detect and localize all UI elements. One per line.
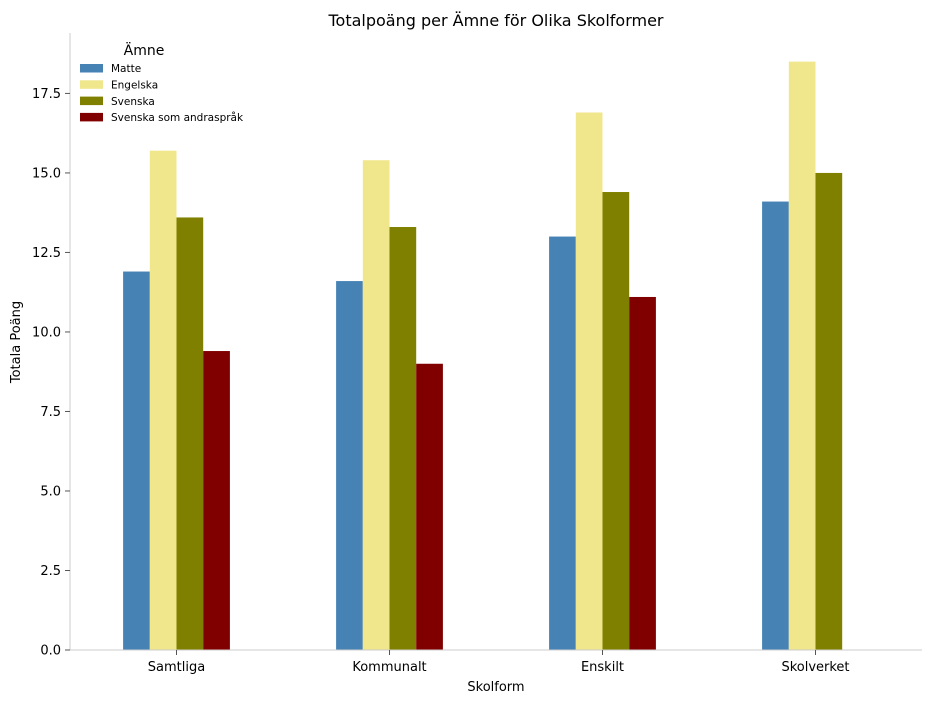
legend-label: Engelska (111, 80, 158, 92)
x-tick-label: Samtliga (148, 660, 205, 675)
x-tick-label: Skolverket (781, 660, 849, 675)
bar-matte-samtliga (123, 271, 150, 650)
x-ticks: Samtliga Kommunalt Enskilt Skolverket (148, 650, 850, 675)
bar-engelska-kommunalt (362, 160, 390, 650)
bar-matte-kommunalt (336, 281, 363, 650)
bar-svenska-kommunalt (389, 227, 417, 650)
bars-group (123, 61, 843, 651)
bar-engelska-samtliga (149, 150, 177, 650)
x-axis-label: Skolform (467, 680, 524, 695)
bar-matte-skolverket (762, 201, 789, 650)
y-tick-label: 2.5 (40, 564, 61, 579)
y-axis-label: Totala Poäng (9, 301, 24, 384)
bar-engelska-skolverket (788, 61, 816, 651)
y-tick-label: 12.5 (32, 246, 61, 261)
legend-swatch (80, 96, 103, 106)
x-tick-label: Enskilt (581, 660, 624, 675)
y-tick-label: 0.0 (40, 644, 61, 659)
y-tick-label: 5.0 (40, 484, 61, 499)
legend-swatch (80, 112, 103, 122)
legend-label: Svenska som andraspråk (111, 111, 244, 124)
legend-label: Matte (111, 63, 141, 75)
bar-svenska-som-andraspr-k-enskilt (629, 296, 656, 650)
y-ticks: 0.0 2.5 5.0 7.5 10.0 12.5 15.0 17.5 (32, 87, 70, 659)
legend-swatch (80, 80, 103, 89)
bar-svenska-som-andraspr-k-kommunalt (416, 363, 443, 650)
y-tick-label: 7.5 (40, 405, 61, 420)
bar-matte-enskilt (549, 236, 576, 651)
bar-engelska-enskilt (575, 112, 603, 650)
legend-title: Ämne (124, 41, 165, 59)
y-tick-label: 15.0 (32, 166, 61, 181)
y-tick-label: 17.5 (32, 87, 61, 102)
bar-svenska-enskilt (602, 192, 630, 650)
x-tick-label: Kommunalt (352, 660, 426, 675)
chart-title: Totalpoäng per Ämne för Olika Skolformer (327, 11, 663, 30)
legend-label: Svenska (111, 96, 155, 108)
bar-svenska-som-andraspr-k-samtliga (203, 351, 230, 650)
y-tick-label: 10.0 (32, 325, 61, 340)
legend: Ämne Matte Engelska Svenska Svenska som and… (80, 41, 244, 124)
legend-swatch (80, 64, 103, 73)
bar-svenska-skolverket (815, 172, 843, 650)
bar-svenska-samtliga (176, 217, 204, 650)
